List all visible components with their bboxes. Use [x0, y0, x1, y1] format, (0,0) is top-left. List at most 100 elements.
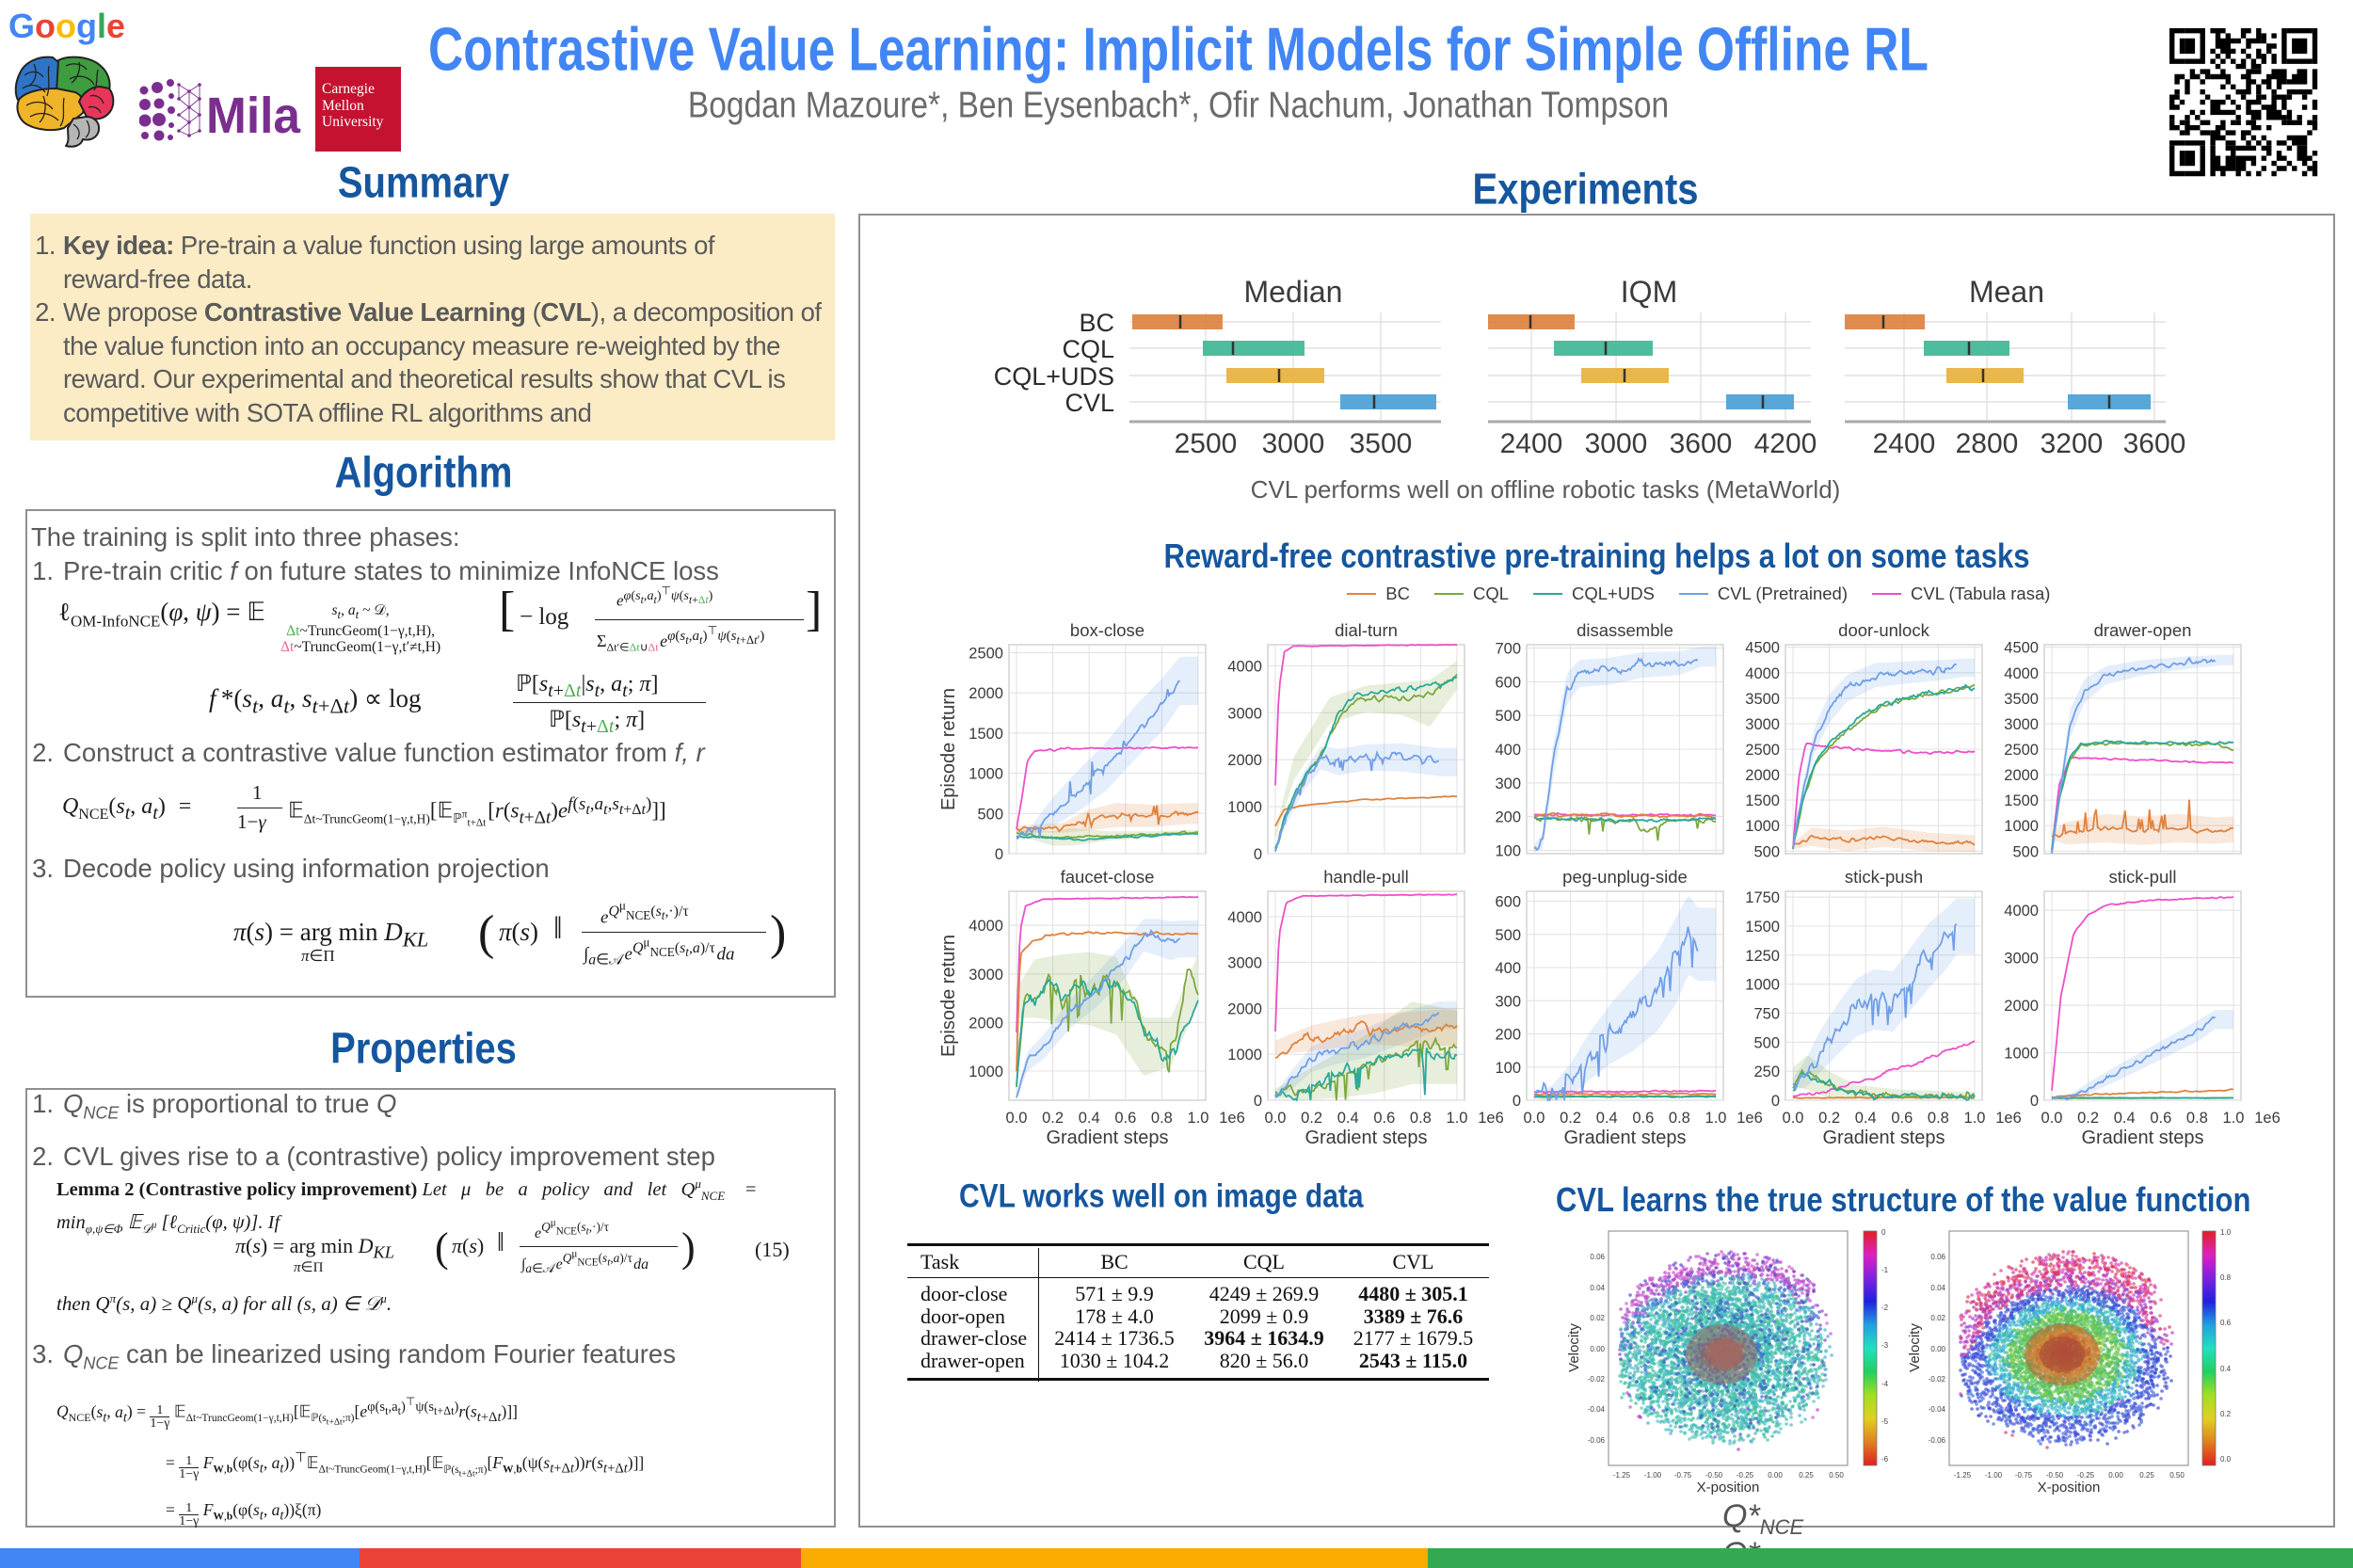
svg-text:-0.06: -0.06 [1588, 1436, 1606, 1445]
svg-text:2000: 2000 [2004, 998, 2039, 1015]
svg-text:0.0: 0.0 [1006, 1110, 1028, 1127]
svg-text:0.6: 0.6 [2150, 1110, 2171, 1127]
svg-text:1000: 1000 [1745, 977, 1780, 994]
svg-text:0.6: 0.6 [1373, 1110, 1395, 1127]
svg-text:0.2: 0.2 [2220, 1410, 2232, 1418]
svg-text:600: 600 [1495, 894, 1521, 911]
svg-text:2000: 2000 [1227, 752, 1262, 769]
svg-text:0.6: 0.6 [2220, 1319, 2232, 1327]
svg-text:Gradient steps: Gradient steps [1563, 1128, 1686, 1148]
svg-text:0.4: 0.4 [2220, 1365, 2232, 1373]
svg-text:0.8: 0.8 [1928, 1110, 1949, 1127]
svg-text:0.00: 0.00 [1930, 1345, 1945, 1353]
svg-text:-5: -5 [1881, 1417, 1889, 1426]
svg-text:Gradient steps: Gradient steps [2081, 1128, 2203, 1148]
svg-text:CQL: CQL [1062, 335, 1114, 363]
svg-text:-0.50: -0.50 [1705, 1471, 1723, 1480]
svg-text:-0.04: -0.04 [1588, 1405, 1606, 1414]
svg-text:IQM: IQM [1621, 275, 1677, 309]
svg-text:2500: 2500 [2004, 742, 2039, 759]
svg-text:Gradient steps: Gradient steps [1822, 1128, 1945, 1148]
svg-text:100: 100 [1495, 1060, 1521, 1077]
svg-text:0.4: 0.4 [1596, 1110, 1618, 1127]
svg-text:400: 400 [1495, 742, 1521, 759]
svg-text:500: 500 [1753, 1034, 1780, 1051]
svg-text:0.8: 0.8 [2220, 1273, 2232, 1282]
svg-text:4500: 4500 [2004, 640, 2039, 657]
svg-text:-0.25: -0.25 [2077, 1471, 2095, 1480]
svg-text:3000: 3000 [968, 967, 1003, 984]
svg-text:dial-turn: dial-turn [1335, 620, 1398, 640]
svg-text:-0.50: -0.50 [2046, 1471, 2064, 1480]
svg-text:1750: 1750 [1745, 889, 1780, 906]
svg-text:0: 0 [1881, 1228, 1886, 1237]
svg-text:Mean: Mean [1969, 275, 2044, 309]
svg-text:0.4: 0.4 [1337, 1110, 1359, 1127]
svg-text:disassemble: disassemble [1577, 620, 1673, 640]
svg-text:100: 100 [1495, 842, 1521, 859]
svg-text:-1.25: -1.25 [1613, 1471, 1631, 1480]
svg-text:3000: 3000 [2004, 716, 2039, 733]
svg-text:X-position: X-position [1697, 1480, 1760, 1496]
svg-text:3500: 3500 [1745, 691, 1780, 708]
svg-text:0.0: 0.0 [2041, 1110, 2063, 1127]
svg-text:0.02: 0.02 [1590, 1314, 1605, 1322]
svg-text:0.6: 0.6 [1114, 1110, 1136, 1127]
svg-text:-3: -3 [1881, 1341, 1889, 1350]
svg-text:0.50: 0.50 [1829, 1471, 1844, 1480]
svg-text:Episode return: Episode return [938, 688, 959, 810]
svg-text:1.0: 1.0 [2223, 1110, 2245, 1127]
svg-text:-4: -4 [1881, 1380, 1889, 1388]
svg-text:0.06: 0.06 [1590, 1253, 1605, 1261]
svg-text:-0.75: -0.75 [2015, 1471, 2033, 1480]
svg-text:Median: Median [1244, 275, 1343, 309]
svg-text:Mila: Mila [206, 88, 301, 144]
svg-text:CVL: CVL [1064, 389, 1114, 417]
svg-text:3500: 3500 [2004, 691, 2039, 708]
svg-text:1000: 1000 [1745, 818, 1780, 835]
svg-text:0.2: 0.2 [1301, 1110, 1322, 1127]
svg-text:3000: 3000 [1262, 428, 1325, 459]
svg-text:door-unlock: door-unlock [1838, 620, 1929, 640]
svg-text:0.6: 0.6 [1632, 1110, 1654, 1127]
svg-text:4000: 4000 [968, 918, 1003, 935]
svg-text:0.00: 0.00 [2108, 1471, 2123, 1480]
svg-text:CQL+UDS: CQL+UDS [994, 362, 1114, 391]
svg-text:1000: 1000 [2004, 818, 2039, 835]
svg-text:500: 500 [1495, 927, 1521, 944]
svg-text:2400: 2400 [1500, 428, 1563, 459]
svg-text:0.50: 0.50 [2169, 1471, 2185, 1480]
svg-text:-0.75: -0.75 [1674, 1471, 1692, 1480]
svg-text:2000: 2000 [1227, 1000, 1262, 1017]
svg-text:0: 0 [2030, 1093, 2039, 1110]
svg-text:2000: 2000 [968, 1015, 1003, 1032]
svg-text:500: 500 [2012, 843, 2039, 860]
svg-text:500: 500 [977, 806, 1003, 823]
svg-text:0: 0 [1254, 846, 1262, 863]
svg-text:0.25: 0.25 [1799, 1471, 1814, 1480]
svg-text:faucet-close: faucet-close [1061, 867, 1155, 887]
svg-text:-1.00: -1.00 [1985, 1471, 2003, 1480]
svg-text:4000: 4000 [1227, 658, 1262, 675]
svg-text:-0.06: -0.06 [1929, 1436, 1946, 1445]
svg-text:-0.25: -0.25 [1737, 1471, 1754, 1480]
svg-text:4500: 4500 [1745, 640, 1780, 657]
svg-text:3200: 3200 [2041, 428, 2104, 459]
svg-text:0: 0 [995, 846, 1003, 863]
svg-text:250: 250 [1753, 1064, 1780, 1080]
svg-text:1000: 1000 [1227, 1047, 1262, 1064]
svg-text:2500: 2500 [1745, 742, 1780, 759]
svg-text:1500: 1500 [1745, 792, 1780, 809]
svg-text:1500: 1500 [968, 726, 1003, 743]
svg-text:2000: 2000 [1745, 767, 1780, 784]
svg-text:700: 700 [1495, 641, 1521, 658]
svg-text:400: 400 [1495, 960, 1521, 977]
svg-text:3000: 3000 [1227, 955, 1262, 972]
svg-text:200: 200 [1495, 1027, 1521, 1044]
svg-text:0.8: 0.8 [2186, 1110, 2208, 1127]
svg-text:0.8: 0.8 [1410, 1110, 1432, 1127]
svg-text:1.0: 1.0 [1188, 1110, 1209, 1127]
svg-text:0.4: 0.4 [1855, 1110, 1877, 1127]
svg-text:300: 300 [1495, 993, 1521, 1010]
svg-text:BC: BC [1079, 309, 1114, 337]
